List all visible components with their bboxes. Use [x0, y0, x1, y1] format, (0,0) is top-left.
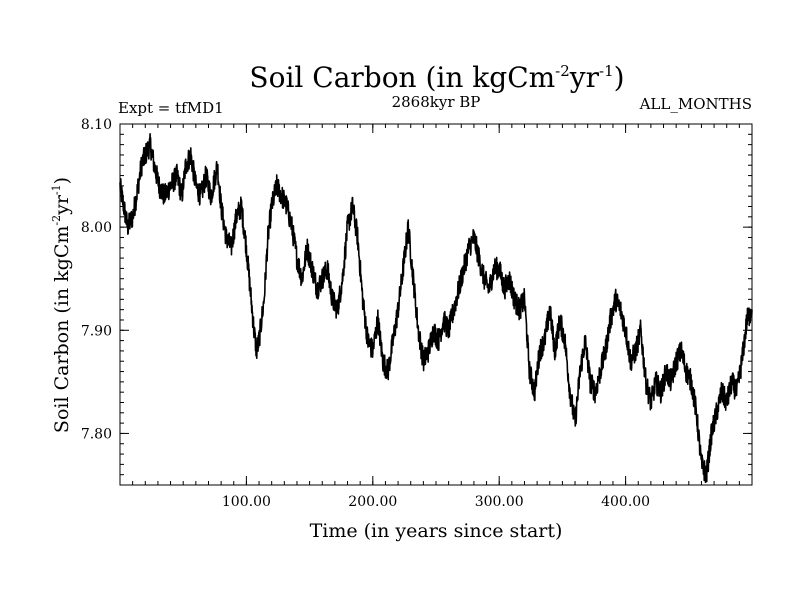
subtitle-experiment: Expt = tfMD1 [118, 99, 224, 117]
x-axis-label: Time (in years since start) [310, 520, 563, 542]
x-tick-label: 300.00 [475, 494, 524, 510]
series-group [119, 133, 753, 484]
x-axis-ticks: 100.00 200.00 300.00 400.00 [222, 124, 650, 510]
subtitle-period: 2868kyr BP [392, 93, 481, 111]
x-tick-label: 100.00 [222, 494, 271, 510]
y-axis-ticks: 8.10 8.00 7.90 7.80 [81, 117, 752, 442]
y-axis-label: Soil Carbon (in kgCm-2yr-1) [50, 177, 73, 433]
x-tick-label: 200.00 [348, 494, 397, 510]
subtitle-months: ALL_MONTHS [639, 95, 752, 113]
y-tick-label: 8.00 [81, 220, 112, 236]
y-tick-label: 8.10 [81, 117, 112, 133]
y-tick-label: 7.90 [81, 323, 112, 339]
y-tick-label: 7.80 [81, 426, 112, 442]
x-tick-label: 400.00 [601, 494, 650, 510]
chart-title: Soil Carbon (in kgCm-2yr-1) [249, 61, 624, 94]
series-line [119, 133, 753, 484]
